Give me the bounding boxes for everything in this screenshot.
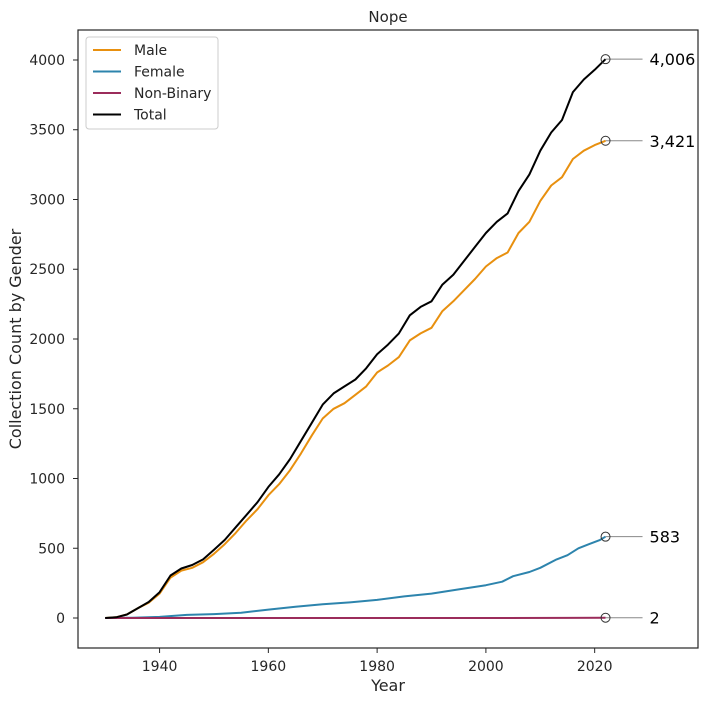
legend-entry-label: Total [133,108,167,124]
end-point-marker [600,135,611,146]
series-line-female [105,535,607,619]
y-tick-label: 2000 [29,332,65,348]
y-axis-ticks: 0 500 1000 1500 2000 2500 3000 3500 4000 [29,53,78,627]
x-tick-label: 2020 [577,659,613,675]
y-tick-label: 3500 [29,123,65,139]
series-lines [105,58,607,619]
end-value-label: 3,421 [650,132,696,151]
x-tick-label: 1960 [251,659,287,675]
series-line-male [105,139,606,619]
y-tick-label: 0 [56,611,65,627]
end-point-marker [600,531,611,542]
y-tick-label: 1500 [29,402,65,418]
legend-entry-label: Male [134,43,167,59]
legend-entry-label: Non-Binary [134,86,211,102]
legend-entry-label: Female [134,65,185,81]
end-value-label: 583 [650,528,681,547]
y-tick-label: 3000 [29,192,65,208]
end-value-label: 4,006 [650,50,696,69]
y-tick-label: 2500 [29,262,65,278]
legend-box [85,36,219,130]
y-tick-label: 500 [38,541,65,557]
x-tick-label: 1940 [142,659,178,675]
x-tick-label: 2000 [468,659,504,675]
legend: Male Female Non-Binary Total [85,36,219,130]
x-tick-label: 1980 [359,659,395,675]
x-axis-ticks: 1940 1960 1980 2000 2020 [142,648,613,675]
chart-title: Nope [368,8,407,26]
series-line-total [105,58,607,619]
x-axis-label: Year [370,676,405,695]
y-tick-label: 4000 [29,53,65,69]
end-point-marker [600,612,611,623]
end-point-marker [600,54,611,65]
y-tick-label: 1000 [29,472,65,488]
y-axis-label: Collection Count by Gender [6,228,25,449]
end-value-label: 2 [650,609,660,628]
end-markers: 3,421 583 2 4,006 [600,50,696,628]
